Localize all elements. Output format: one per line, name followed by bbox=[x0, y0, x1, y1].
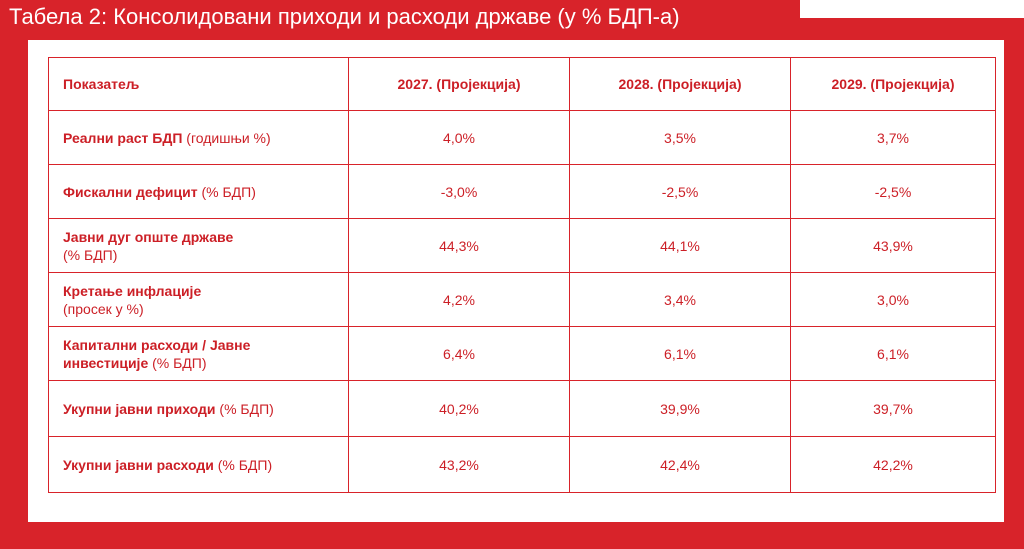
row-label-unit: (просек у %) bbox=[63, 300, 144, 317]
cell-2027: 40,2% bbox=[348, 380, 570, 437]
cell-2029: 6,1% bbox=[790, 326, 996, 381]
row-label-bold: Јавни дуг опште државе bbox=[63, 228, 234, 245]
header-2027: 2027. (Пројекција) bbox=[348, 57, 570, 111]
table-caption: Табела 2: Консолидовани приходи и расход… bbox=[9, 4, 680, 29]
cell-2028: 42,4% bbox=[569, 436, 791, 493]
cell-2029: 42,2% bbox=[790, 436, 996, 493]
row-label: Реални раст БДП (годишњи %) bbox=[48, 110, 349, 165]
table-header-row: Показатељ 2027. (Пројекција) 2028. (Прој… bbox=[48, 57, 996, 111]
table-row: Реални раст БДП (годишњи %) 4,0% 3,5% 3,… bbox=[48, 110, 996, 165]
row-label-unit: (% БДП) bbox=[215, 400, 274, 417]
cell-2029: 39,7% bbox=[790, 380, 996, 437]
table-row: Кретање инфлације (просек у %) 4,2% 3,4% … bbox=[48, 272, 996, 327]
table-row: Фискални дефицит (% БДП) -3,0% -2,5% -2,… bbox=[48, 164, 996, 219]
table-row: Јавни дуг опште државе (% БДП) 44,3% 44,1… bbox=[48, 218, 996, 273]
cell-2028: 3,4% bbox=[569, 272, 791, 327]
cell-2027: 44,3% bbox=[348, 218, 570, 273]
cell-2027: 4,2% bbox=[348, 272, 570, 327]
row-label-unit: (% БДП) bbox=[148, 354, 207, 371]
row-label-bold: Укупни јавни расходи bbox=[63, 456, 214, 473]
cell-2028: 44,1% bbox=[569, 218, 791, 273]
table-card: Показатељ 2027. (Пројекција) 2028. (Прој… bbox=[28, 40, 1004, 522]
row-label-unit: (% БДП) bbox=[213, 456, 273, 473]
table-row: Укупни јавни приходи (% БДП) 40,2% 39,9%… bbox=[48, 380, 996, 437]
header-2029: 2029. (Пројекција) bbox=[790, 57, 996, 111]
row-label-bold: Укупни јавни приходи bbox=[63, 400, 216, 417]
cell-2027: -3,0% bbox=[348, 164, 570, 219]
cell-2028: 6,1% bbox=[569, 326, 791, 381]
row-label: Кретање инфлације (просек у %) bbox=[48, 272, 349, 327]
row-label-bold: Кретање инфлације bbox=[63, 282, 202, 299]
row-label-bold: Фискални дефицит bbox=[63, 183, 198, 200]
cell-2029: -2,5% bbox=[790, 164, 996, 219]
row-label: Фискални дефицит (% БДП) bbox=[48, 164, 349, 219]
cell-2027: 43,2% bbox=[348, 436, 570, 493]
cell-2029: 43,9% bbox=[790, 218, 996, 273]
cell-2028: 39,9% bbox=[569, 380, 791, 437]
row-label-bold: Капитални расходи / Јавне инвестиције bbox=[63, 336, 251, 371]
caption-tab: Табела 2: Консолидовани приходи и расход… bbox=[0, 0, 800, 34]
table-row: Капитални расходи / Јавне инвестиције (%… bbox=[48, 326, 996, 381]
cell-2027: 6,4% bbox=[348, 326, 570, 381]
row-label: Укупни јавни расходи (% БДП) bbox=[48, 436, 349, 493]
row-label: Капитални расходи / Јавне инвестиције (%… bbox=[48, 326, 349, 381]
cell-2027: 4,0% bbox=[348, 110, 570, 165]
row-label-unit: (годишњи %) bbox=[182, 129, 271, 146]
row-label-unit: (% БДП) bbox=[63, 246, 118, 263]
cell-2028: 3,5% bbox=[569, 110, 791, 165]
cell-2029: 3,7% bbox=[790, 110, 996, 165]
table-row: Укупни јавни расходи (% БДП) 43,2% 42,4%… bbox=[48, 436, 996, 493]
cell-2028: -2,5% bbox=[569, 164, 791, 219]
row-label-unit: (% БДП) bbox=[197, 183, 256, 200]
header-indicator: Показатељ bbox=[48, 57, 349, 111]
row-label: Јавни дуг опште државе (% БДП) bbox=[48, 218, 349, 273]
row-label-bold: Реални раст БДП bbox=[63, 129, 183, 146]
cell-2029: 3,0% bbox=[790, 272, 996, 327]
header-2028: 2028. (Пројекција) bbox=[569, 57, 791, 111]
indicators-table: Показатељ 2027. (Пројекција) 2028. (Прој… bbox=[48, 57, 996, 493]
row-label: Укупни јавни приходи (% БДП) bbox=[48, 380, 349, 437]
